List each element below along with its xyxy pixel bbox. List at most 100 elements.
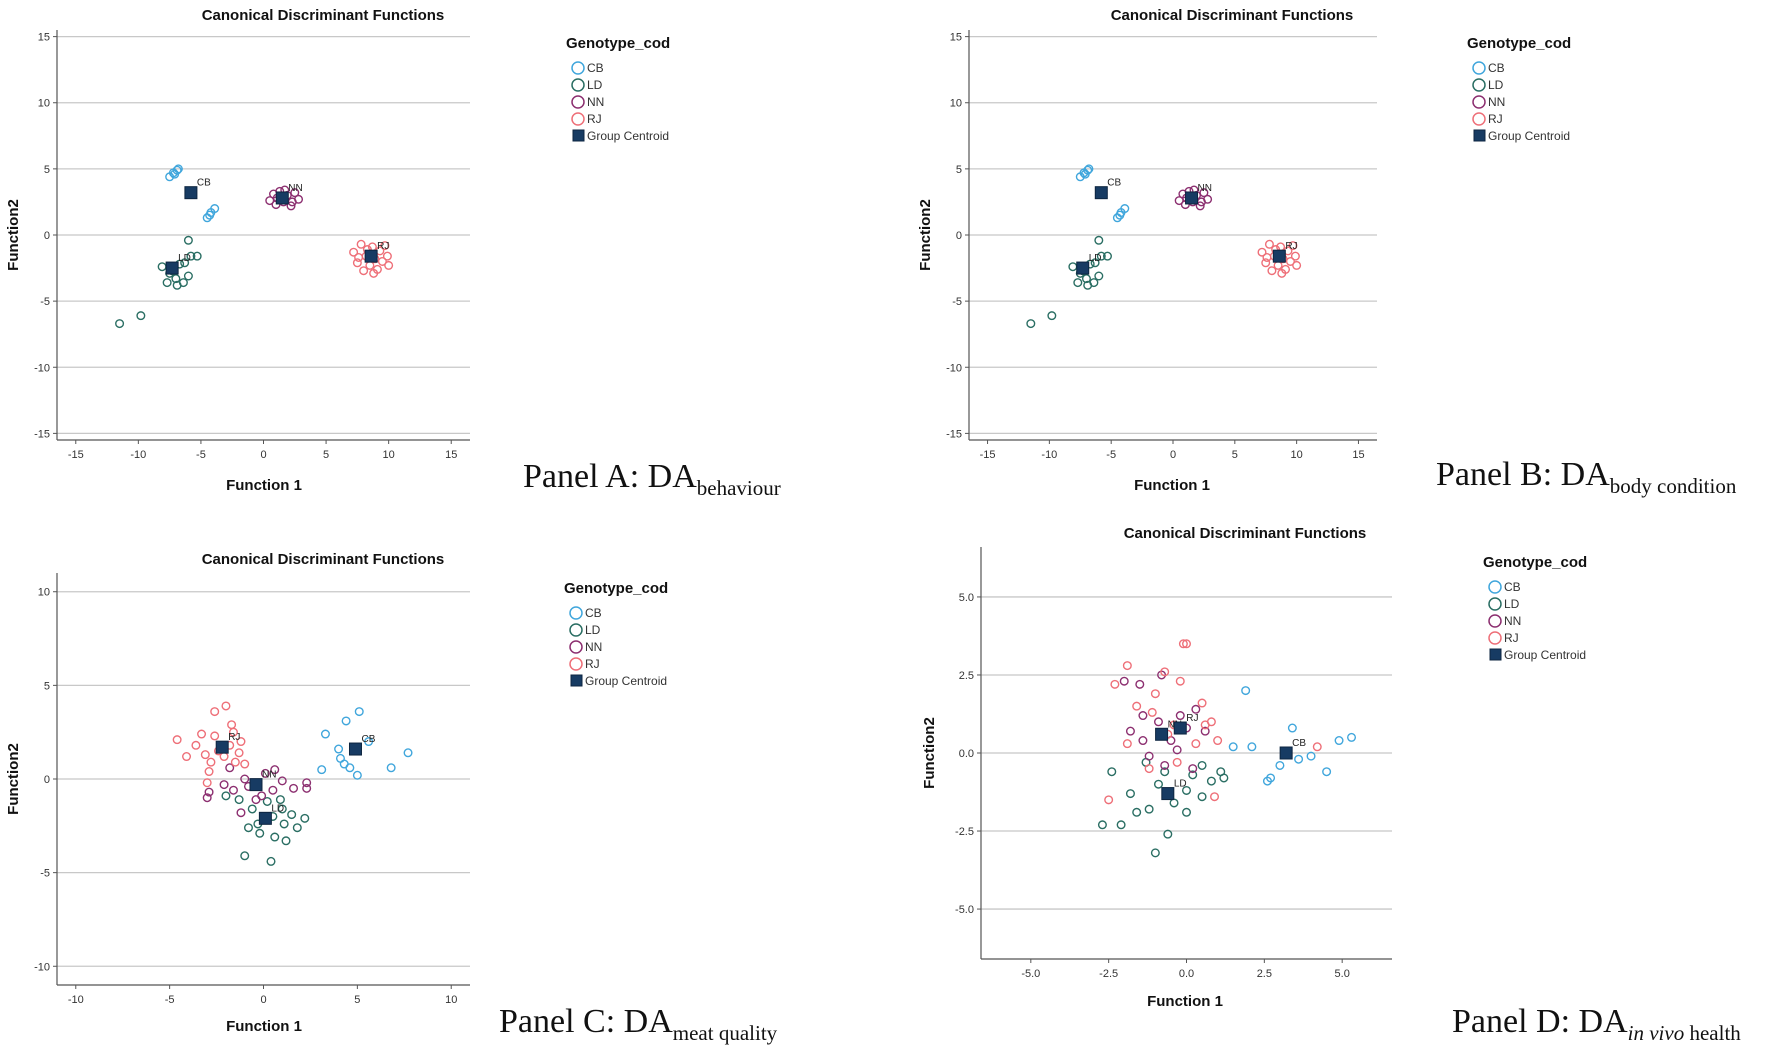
x-tick-label: -2.5 — [1099, 968, 1118, 980]
data-point — [1334, 736, 1344, 746]
panel-c: -10 -5 0 5 10 -10 -5 0 5 10 Canonical Discriminant… — [5, 551, 668, 1035]
group-centroid — [1272, 249, 1286, 263]
data-point — [225, 763, 235, 773]
legend-label-centroid: Group Centroid — [1504, 648, 1586, 662]
centroid-label: LD — [271, 803, 284, 814]
panel-d-caption: Panel D: DAin vivo health — [1452, 1003, 1741, 1045]
data-point — [1068, 262, 1078, 272]
centroid-label: LD — [1089, 253, 1102, 264]
data-point — [1306, 751, 1316, 761]
y-tick-label: 15 — [38, 32, 50, 44]
legend-label-ld: LD — [587, 78, 603, 92]
data-point — [257, 791, 267, 801]
data-point — [206, 757, 216, 767]
centroid-label: RJ — [377, 241, 389, 252]
centroid-label: CB — [197, 178, 211, 189]
data-point — [277, 804, 287, 814]
legend-marker-ld — [1472, 78, 1486, 92]
legend-label-cb: CB — [1504, 580, 1521, 594]
data-point — [192, 251, 202, 261]
data-point — [302, 783, 312, 793]
data-point — [345, 763, 355, 773]
data-point — [1197, 792, 1207, 802]
y-tick-label: 5 — [956, 164, 962, 176]
data-point — [286, 201, 296, 211]
data-point — [228, 785, 238, 795]
data-point — [1120, 204, 1130, 214]
data-point — [230, 757, 240, 767]
x-tick-label: 15 — [445, 449, 457, 461]
y-tick-label: -10 — [946, 362, 962, 374]
data-point — [202, 793, 212, 803]
legend-label-nn: NN — [1488, 95, 1505, 109]
data-point — [1096, 251, 1106, 261]
data-point — [1073, 278, 1083, 288]
y-tick-label: 0 — [44, 774, 50, 786]
data-point — [1163, 829, 1173, 839]
legend-label-nn: NN — [585, 640, 602, 654]
data-point — [210, 707, 220, 717]
data-point — [1026, 319, 1036, 329]
centroid-label: RJ — [228, 732, 240, 743]
data-point — [205, 210, 215, 220]
data-point — [317, 765, 327, 775]
data-point — [1294, 754, 1304, 764]
x-tick-label: 2.5 — [1257, 968, 1272, 980]
legend-label-cb: CB — [587, 61, 604, 75]
data-point — [136, 311, 146, 321]
legend-marker-cb — [571, 61, 585, 75]
data-point — [1083, 280, 1093, 290]
chart-title: Canonical Discriminant Functions — [1111, 7, 1354, 24]
legend-marker-nn — [1488, 614, 1502, 628]
data-point — [202, 778, 212, 788]
data-point — [302, 778, 312, 788]
legend-label-rj: RJ — [587, 112, 602, 126]
legend-title: Genotype_cod — [1467, 35, 1571, 52]
y-tick-label: 10 — [38, 98, 50, 110]
data-point — [1191, 739, 1201, 749]
legend-label-cb: CB — [585, 606, 602, 620]
data-point — [1172, 757, 1182, 767]
data-point — [171, 274, 181, 284]
data-point — [1094, 271, 1104, 281]
legend-marker-centroid — [1473, 129, 1486, 142]
data-point — [260, 768, 270, 778]
y-tick-label: -10 — [34, 961, 50, 973]
data-point — [1160, 667, 1170, 677]
group-centroid — [348, 742, 362, 756]
y-tick-label: 5 — [44, 164, 50, 176]
panel-c-caption: Panel C: DAmeat quality — [499, 1003, 778, 1045]
data-point — [1119, 676, 1129, 686]
data-point — [354, 252, 364, 262]
y-tick-label: -5 — [40, 868, 50, 880]
data-point — [1241, 686, 1251, 696]
data-point — [243, 823, 253, 833]
data-point — [1160, 767, 1170, 777]
data-point — [157, 262, 167, 272]
data-point — [200, 750, 210, 760]
x-tick-label: -5 — [1106, 449, 1116, 461]
x-tick-label: -10 — [130, 449, 146, 461]
legend-marker-ld — [569, 623, 583, 637]
data-point — [1213, 736, 1223, 746]
data-point — [255, 828, 265, 838]
data-point — [277, 776, 287, 786]
data-point — [227, 720, 237, 730]
legend-marker-rj — [571, 112, 585, 126]
data-point — [1107, 767, 1117, 777]
group-centroid — [215, 740, 229, 754]
group-centroid — [275, 191, 289, 205]
legend-label-centroid: Group Centroid — [585, 674, 667, 688]
data-point — [221, 701, 231, 711]
data-point — [369, 268, 379, 278]
y-tick-label: 10 — [38, 587, 50, 599]
data-point — [1125, 726, 1135, 736]
data-point — [219, 780, 229, 790]
data-point — [240, 759, 250, 769]
y-tick-label: 0 — [956, 230, 962, 242]
x-tick-label: 5 — [1232, 449, 1238, 461]
data-point — [210, 731, 220, 741]
data-point — [341, 716, 351, 726]
data-point — [197, 729, 207, 739]
data-point — [1257, 247, 1267, 257]
